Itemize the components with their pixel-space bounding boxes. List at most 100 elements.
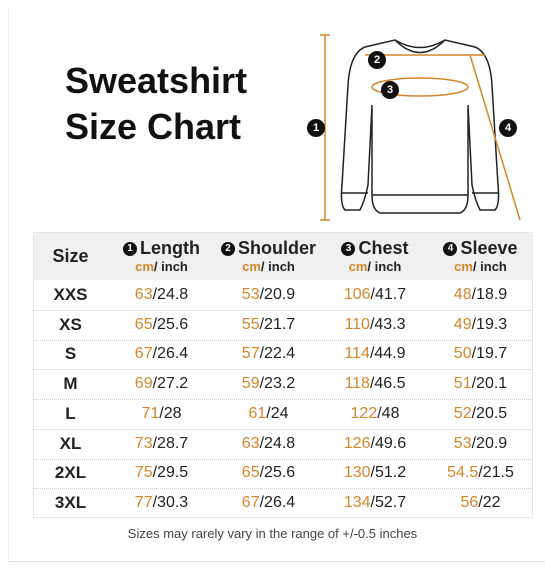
- cm-value: 114: [344, 345, 370, 363]
- header-name: 2 Shoulder: [220, 238, 316, 259]
- header-units: cm/ inch: [349, 259, 402, 274]
- inch-value: 51.2: [375, 464, 407, 482]
- cm-value: 69: [134, 375, 153, 393]
- cm-value: 126: [343, 434, 371, 452]
- separator: /: [369, 315, 375, 333]
- size-cell: S: [64, 344, 77, 364]
- value-cell: 71/28: [108, 399, 215, 429]
- value-cell: 59/23.2: [215, 369, 322, 399]
- row-divider: [33, 458, 533, 460]
- separator: /: [478, 464, 483, 482]
- cm-value: 122: [350, 404, 378, 422]
- separator: /: [377, 404, 382, 422]
- separator: /: [152, 315, 158, 333]
- cm-value: 67: [134, 345, 153, 363]
- inch-value: 28: [163, 404, 182, 422]
- cm-value: 51: [453, 375, 472, 393]
- cm-value: 61: [248, 404, 267, 422]
- inch-value: 24: [270, 404, 289, 422]
- inch-value: 25.6: [157, 315, 189, 333]
- markers: 1 2 3 4: [307, 51, 517, 137]
- value-cell: 65/25.6: [215, 459, 322, 489]
- inch-value: 23.2: [264, 375, 296, 393]
- value-cell: 67/26.4: [108, 340, 215, 370]
- value-cell: 126/49.6: [322, 429, 428, 459]
- separator: /: [152, 375, 158, 393]
- cm-value: 54.5: [447, 464, 479, 482]
- inch-value: 22.4: [264, 345, 296, 363]
- cm-value: 75: [134, 464, 153, 482]
- cm-value: 49: [453, 315, 472, 333]
- separator: /: [369, 375, 375, 393]
- cm-value: 110: [344, 315, 370, 333]
- inch-value: 22: [482, 494, 501, 512]
- inch-value: 24.8: [264, 434, 296, 452]
- separator: /: [471, 375, 477, 393]
- cm-value: 53: [241, 285, 260, 303]
- cm-value: 77: [134, 494, 153, 512]
- sweatshirt-diagram: 1 2 3 4: [307, 34, 521, 221]
- measure-guides: [320, 34, 521, 221]
- header-cell: Size: [52, 245, 89, 266]
- inch-value: 25.6: [264, 464, 296, 482]
- inch-value: 26.4: [157, 345, 189, 363]
- separator: /: [152, 345, 158, 363]
- separator: /: [471, 404, 477, 422]
- cm-value: 65: [241, 464, 260, 482]
- value-cell: 53/20.9: [215, 280, 322, 310]
- value-cell: 51/20.1: [428, 369, 533, 399]
- inch-value: 41.7: [375, 285, 407, 303]
- inch-value: 20.9: [476, 434, 508, 452]
- value-cell: 67/26.4: [215, 488, 322, 518]
- inch-value: 46.5: [374, 375, 406, 393]
- header-cell: 2 Shoulder cm/ inch: [215, 232, 322, 280]
- row-divider: [33, 369, 533, 371]
- size-cell: 3XL: [54, 493, 87, 513]
- cm-value: 57: [241, 345, 260, 363]
- separator: /: [152, 434, 158, 452]
- cm-value: 48: [453, 285, 472, 303]
- row-divider: [33, 339, 533, 341]
- separator: /: [370, 464, 375, 482]
- header-units: cm/ inch: [454, 259, 507, 274]
- separator: /: [152, 494, 158, 512]
- table-border: [33, 232, 533, 518]
- separator: /: [471, 345, 477, 363]
- header-cell: 1 Length cm/ inch: [108, 232, 215, 280]
- separator: /: [159, 404, 164, 422]
- marker-label: 1: [313, 122, 319, 134]
- column-name: Chest: [358, 238, 409, 258]
- separator: /: [471, 434, 477, 452]
- header-cell: 4 Sleeve cm/ inch: [428, 232, 533, 280]
- row-divider: [33, 488, 533, 490]
- value-cell: 63/24.8: [108, 280, 215, 310]
- inch-value: 27.2: [157, 375, 189, 393]
- separator: /: [259, 464, 265, 482]
- header-name: 4 Sleeve: [443, 238, 518, 259]
- cm-value: 67: [241, 494, 260, 512]
- inch-value: 29.5: [157, 464, 189, 482]
- marker-label: 3: [387, 84, 393, 96]
- value-cell: 48/18.9: [428, 280, 533, 310]
- value-cell: 53/20.9: [428, 429, 533, 459]
- value-cell: 73/28.7: [108, 429, 215, 459]
- inch-value: 21.7: [264, 315, 296, 333]
- value-cell: 50/19.7: [428, 340, 533, 370]
- separator: /: [152, 285, 158, 303]
- separator: /: [471, 315, 477, 333]
- column-number: 4: [443, 241, 458, 256]
- separator: /: [259, 375, 265, 393]
- cm-value: 52: [453, 404, 472, 422]
- table-header-bg: [33, 232, 533, 280]
- separator: /: [259, 315, 265, 333]
- unit-cm: cm: [348, 259, 368, 274]
- row-divider: [33, 399, 533, 400]
- value-cell: 55/21.7: [215, 310, 322, 340]
- header-units: cm/ inch: [135, 259, 188, 274]
- inch-value: 19.3: [476, 315, 508, 333]
- cm-value: 134: [343, 494, 371, 512]
- size-cell: L: [65, 403, 76, 423]
- separator: /: [370, 494, 375, 512]
- cm-value: 50: [453, 345, 472, 363]
